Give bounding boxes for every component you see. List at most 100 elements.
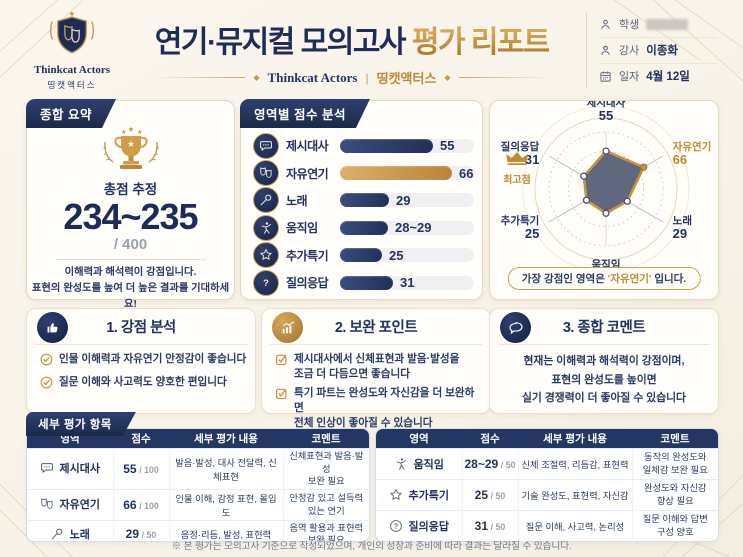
section-box-2: 2. 보완 포인트 제시대사에서 신체표현과 발음·발성을 조금 더 다듬으면 좋습…	[261, 308, 491, 429]
check-box-icon	[275, 353, 288, 366]
brand-logo: ★ Thinkcat Actors 띵캣액터스	[26, 9, 118, 90]
section-item: 질문 이해와 사고력도 양호한 편입니다	[40, 375, 247, 394]
score-bar	[340, 193, 389, 208]
check-circle-icon	[40, 353, 53, 366]
tagline-right-rule	[458, 77, 551, 78]
speech-bubble-icon	[40, 461, 54, 475]
shield-logo-icon: ★	[45, 11, 99, 63]
star-icon	[259, 248, 273, 262]
report-header: ★ Thinkcat Actors 띵캣액터스 연기·뮤지컬 모의고사 평가 리…	[26, 8, 717, 92]
section-title: 2. 보완 포인트	[334, 320, 418, 336]
tagline-left-rule	[153, 77, 246, 78]
summary-comment: 이해력과 해석력이 강점입니다. 표현의 완성도를 높여 더 높은 결과를 기대…	[31, 266, 230, 310]
column-header: 점수	[462, 429, 518, 449]
star-icon	[389, 488, 403, 502]
thumbs-up-icon	[45, 320, 61, 336]
teacher-icon	[599, 44, 612, 57]
microphone-icon	[259, 193, 273, 207]
page-title: 연기·뮤지컬 모의고사 평가 리포트	[154, 26, 551, 59]
area-scores-panel: 영역별 점수 분석 제시대사 55 자유연기 66 노래 29 움직임 28~29 추가특기 25…	[240, 100, 483, 300]
score-bar-chart: 제시대사 55 자유연기 66 노래 29 움직임 28~29 추가특기 25? 질의응답 31	[253, 132, 474, 296]
column-header: 세부 평가 내용	[169, 429, 283, 449]
table-row: 제시대사 55 / 100 발음·발성, 대사 전달력, 신체표현 신체표현과 발음·…	[27, 448, 369, 490]
strongest-area-highlight: '자유연기'	[607, 273, 652, 285]
tagline-brand-kr: 띵캣액터스	[376, 71, 437, 86]
score-bar	[340, 138, 433, 153]
summary-ribbon: 종합 요약	[26, 99, 116, 128]
svg-text:★: ★	[128, 126, 134, 134]
info-row-강사: 강사 이종화	[599, 38, 717, 64]
score-row-추가특기: 추가특기 25	[253, 242, 474, 269]
table-row: 움직임 28~29 / 50 신체 조절력, 리듬감, 표현력 동작의 완성도와 일체감…	[376, 447, 718, 480]
score-value: 28~29	[395, 220, 432, 236]
score-bar	[340, 220, 388, 235]
score-row-제시대사: 제시대사 55	[253, 132, 474, 159]
best-score-badge-label: 최고점	[503, 175, 531, 186]
score-row-노래: 노래 29	[253, 187, 474, 214]
score-value: 31	[400, 275, 415, 291]
crown-icon	[505, 152, 529, 170]
diamond-icon: ◆	[253, 73, 260, 82]
svg-text:노래: 노래	[673, 214, 692, 227]
theater-masks-icon	[259, 166, 273, 180]
svg-text:?: ?	[263, 278, 269, 288]
score-row-움직임: 움직임 28~29	[253, 214, 474, 241]
table-row: ? 질의응답 31 / 50 질문 이해, 사고력, 논리성 질문 이해와 답변 구성 양…	[376, 510, 718, 541]
check-circle-icon	[40, 376, 53, 389]
section-paragraph: 현재는 이해력과 해석력이 강점이며, 표현의 완성도를 높이면 실기 경쟁력이 더…	[522, 355, 686, 405]
tagline: ◆ Thinkcat Actors | 띵캣액터스 ◆	[118, 68, 586, 87]
section-box-1: 1. 강점 분석 인물 이해력과 자유연기 안정감이 좋습니다 질문 이해와 사고력…	[26, 308, 256, 414]
svg-text:25: 25	[525, 226, 539, 241]
microphone-icon	[50, 527, 64, 541]
calendar-icon	[599, 70, 612, 83]
column-header: 세부 평가 내용	[518, 429, 632, 449]
svg-text:추가특기: 추가특기	[501, 214, 540, 227]
student-info-box: 학생 강사 이종화 일자 4월 12일	[586, 11, 717, 89]
score-bar	[340, 248, 382, 263]
score-value: 25	[389, 247, 404, 263]
area-scores-ribbon: 영역별 점수 분석	[240, 99, 370, 128]
svg-text:★: ★	[126, 139, 134, 149]
svg-text:★: ★	[121, 129, 126, 136]
tagline-brand-en: Thinkcat Actors	[267, 69, 358, 85]
summary-body: ★ ★ ★ ★ 총점 추정 234~235 / 400 이해력과 해석력이 강점입니…	[27, 101, 234, 313]
svg-text:질의응답: 질의응답	[501, 140, 540, 153]
section-title: 3. 종합 코멘트	[562, 320, 646, 336]
score-row-자유연기: 자유연기 66	[253, 159, 474, 187]
score-bar	[340, 166, 452, 181]
dancer-icon	[259, 221, 273, 235]
total-score-caption: 총점 추정	[103, 182, 158, 197]
info-row-일자: 일자 4월 12일	[599, 64, 717, 89]
table-row: 노래 29 / 50 음정·리듬, 발성, 표현력 음역 활용과 표현력 보완 필요	[27, 519, 369, 541]
tagline-divider: |	[365, 70, 369, 85]
section-item: 인물 이해력과 자유연기 안정감이 좋습니다	[40, 352, 247, 371]
total-score-denominator: / 400	[113, 235, 148, 253]
comment-icon	[508, 320, 524, 336]
table-row: 추가특기 25 / 50 기술 완성도, 표현력, 자신감 완성도와 자신감 향상 필요	[376, 479, 718, 511]
question-circle-icon: ?	[389, 519, 403, 533]
question-icon: ?	[259, 276, 273, 290]
total-score-value: 234~235	[63, 196, 198, 237]
strongest-area-note: 가장 강점인 영역은 '자유연기' 입니다.	[507, 267, 701, 290]
column-header: 코멘트	[632, 429, 718, 449]
svg-text:제시대사: 제시대사	[587, 101, 626, 109]
svg-text:29: 29	[673, 226, 687, 241]
dancer-icon	[394, 457, 408, 471]
overall-summary-panel: 종합 요약 ★ ★ ★ ★ 총점 추정 234~235 / 400	[26, 99, 235, 310]
brand-name-en: Thinkcat Actors	[33, 64, 111, 77]
column-header: 영역	[376, 429, 462, 449]
title-block: 연기·뮤지컬 모의고사 평가 리포트 ◆ Thinkcat Actors | 띵…	[118, 13, 586, 87]
score-value: 66	[459, 165, 474, 181]
column-header: 코멘트	[283, 429, 369, 449]
svg-text:?: ?	[393, 523, 397, 530]
brand-name-kr: 띵캣액터스	[47, 79, 97, 90]
student-icon	[599, 18, 612, 31]
table-row: 자유연기 66 / 100 인물 이해, 감정 표현, 몰입도 안정감 있고 설득력 있…	[27, 488, 369, 521]
trophy-icon: ★ ★ ★ ★	[99, 126, 163, 176]
svg-text:31: 31	[525, 152, 539, 167]
score-value: 55	[440, 138, 455, 154]
score-value: 29	[396, 192, 411, 208]
